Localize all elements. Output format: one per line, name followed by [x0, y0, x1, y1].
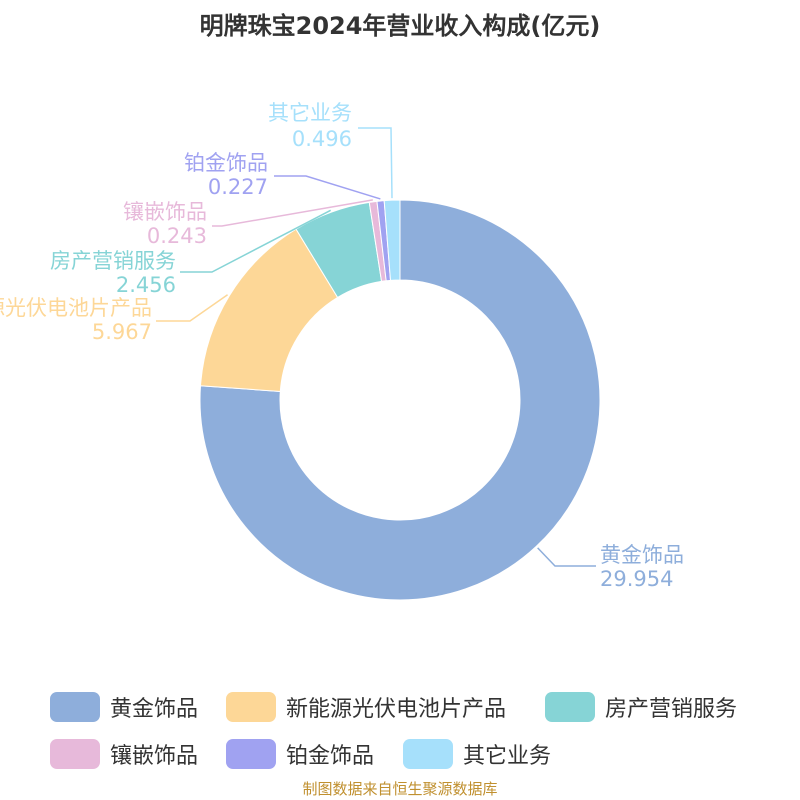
slice-name-label: 房产营销服务	[50, 249, 176, 273]
slice-name-label: 黄金饰品	[600, 543, 684, 567]
slice-value-label: 0.496	[292, 127, 352, 151]
legend-label: 其它业务	[463, 744, 552, 769]
slice-value-label: 29.954	[600, 567, 673, 591]
legend-label: 镶嵌饰品	[110, 744, 199, 769]
leader-line	[358, 127, 393, 199]
legend-label: 新能源光伏电池片产品	[286, 697, 507, 722]
legend-label: 房产营销服务	[605, 697, 738, 722]
slice-name-label: 其它业务	[268, 101, 352, 125]
source-note: 制图数据来自恒生聚源数据库	[302, 780, 498, 798]
legend-item-solar[interactable]: 新能源光伏电池片产品	[226, 690, 506, 724]
chart-title: 明牌珠宝2024年营业收入构成(亿元)	[199, 12, 601, 40]
leader-line	[156, 294, 228, 322]
leader-line	[537, 547, 596, 567]
legend-item-platinum[interactable]: 铂金饰品	[226, 737, 374, 771]
leader-line	[274, 175, 381, 200]
leader-line	[212, 199, 373, 227]
legend-item-gold[interactable]: 黄金饰品	[50, 690, 198, 724]
legend-label: 黄金饰品	[110, 697, 199, 722]
legend-swatch	[403, 739, 453, 769]
legend-swatch	[226, 692, 276, 722]
slice-name-label: 铂金饰品	[184, 151, 268, 175]
legend-swatch	[50, 692, 100, 722]
slice-value-label: 0.243	[147, 224, 207, 248]
legend-swatch	[50, 739, 100, 769]
legend-item-inlay[interactable]: 镶嵌饰品	[50, 737, 198, 771]
legend-swatch	[226, 739, 276, 769]
slice-value-label: 5.967	[92, 320, 152, 344]
slice-name-label: 新能源光伏电池片产品	[0, 296, 152, 320]
pie-slice[interactable]	[199, 199, 601, 601]
legend-item-other[interactable]: 其它业务	[403, 737, 551, 771]
legend-swatch	[545, 692, 595, 722]
slice-name-label: 镶嵌饰品	[123, 200, 207, 224]
pie-slice[interactable]	[383, 199, 401, 281]
legend-label: 铂金饰品	[286, 744, 375, 769]
slice-value-label: 2.456	[116, 273, 176, 297]
leader-line	[180, 209, 332, 273]
slice-value-label: 0.227	[208, 175, 268, 199]
legend-item-property[interactable]: 房产营销服务	[545, 690, 737, 724]
